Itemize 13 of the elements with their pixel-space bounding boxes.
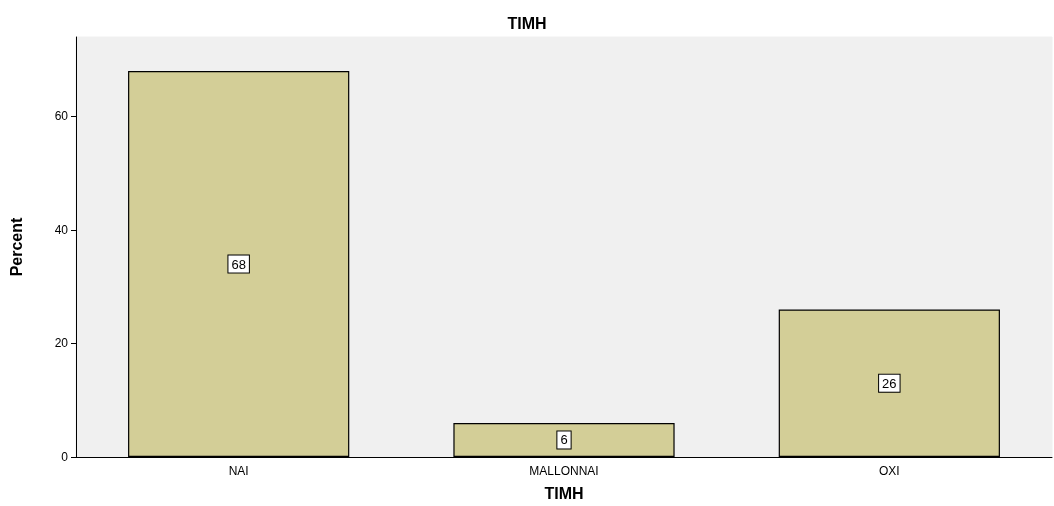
y-axis-title: Percent: [7, 216, 25, 277]
y-tick-label: 60: [54, 109, 69, 124]
data-label: 6: [560, 432, 568, 448]
chart-title: TIMH: [507, 14, 547, 32]
x-tick-label: MALLONNAI: [529, 464, 599, 478]
x-axis-title: TIMH: [544, 484, 584, 502]
data-label: 26: [882, 375, 897, 391]
y-tick-label: 40: [54, 222, 69, 237]
x-tick-label: NAI: [228, 464, 249, 478]
x-tick-label: OXI: [879, 464, 900, 478]
y-tick-label: 0: [61, 450, 69, 464]
y-tick-label: 20: [54, 336, 69, 351]
data-label: 68: [231, 256, 246, 272]
